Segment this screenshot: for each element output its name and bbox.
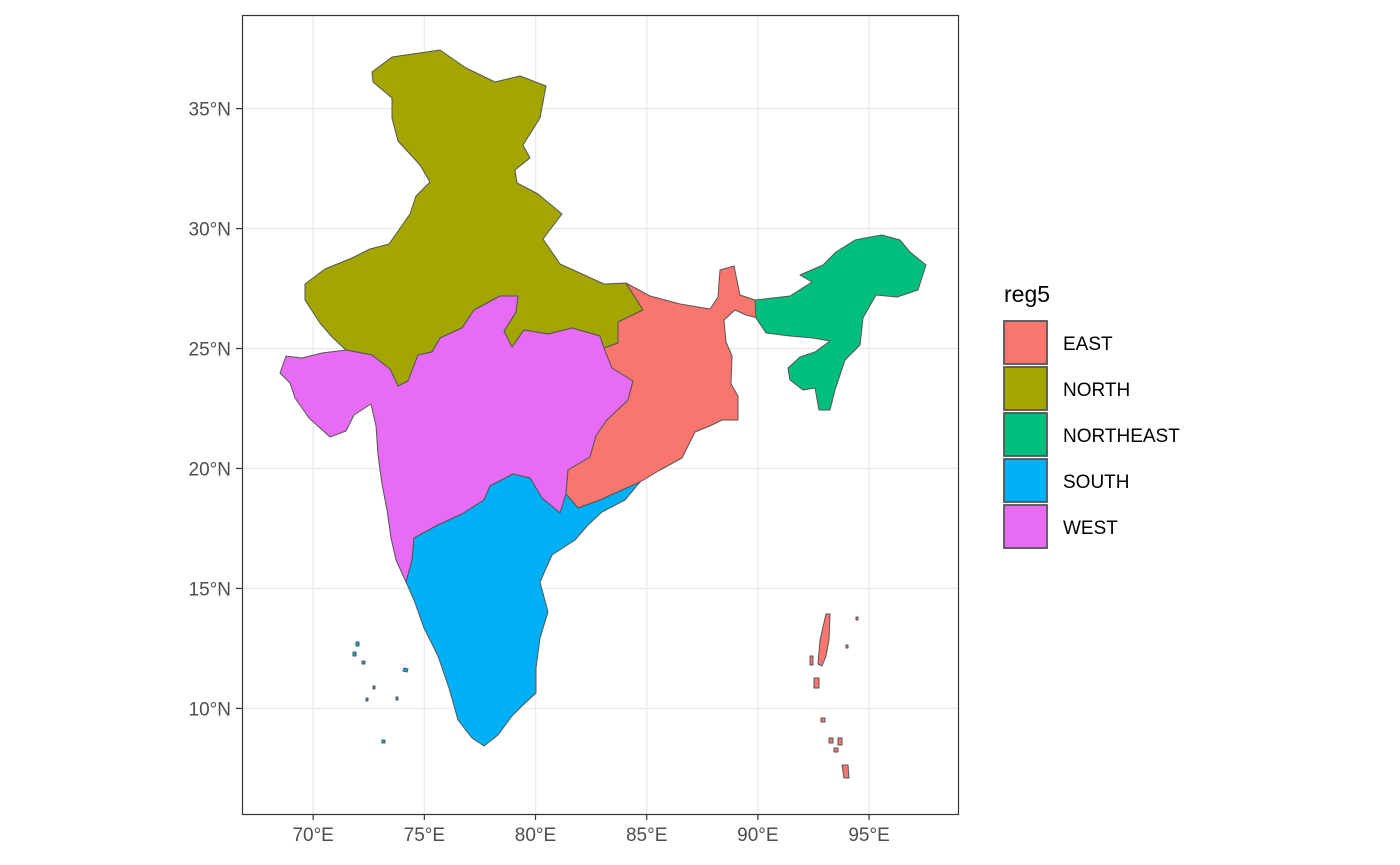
region-east[interactable] [565,265,759,509]
legend-key-north [1003,366,1048,411]
legend-label-northeast: NORTHEAST [1063,426,1180,447]
region-northeast[interactable] [754,234,927,411]
legend-label-east: EAST [1063,334,1113,355]
x-tick-label: 70°E [292,825,333,846]
regions [279,49,927,779]
y-tick-label: 35°N [189,100,231,121]
legend-label-west: WEST [1063,518,1118,539]
legend-key-south [1003,458,1048,503]
legend-key-east [1003,320,1048,365]
y-tick-label: 25°N [189,340,231,361]
y-axis: 10°N 15°N 20°N 25°N 30°N 35°N [189,100,242,720]
x-tick-label: 75°E [404,825,445,846]
legend-key-northeast [1003,412,1048,457]
x-tick-label: 85°E [626,825,667,846]
x-tick-label: 80°E [515,825,556,846]
x-tick-label: 90°E [737,825,778,846]
legend-label-north: NORTH [1063,380,1130,401]
island-andaman-nicobar [809,613,859,779]
x-axis: 70°E 75°E 80°E 85°E 90°E 95°E [292,814,890,846]
x-tick-label: 95°E [848,825,889,846]
y-tick-label: 10°N [189,699,231,720]
legend-title: reg5 [1004,281,1050,307]
y-tick-label: 15°N [189,579,231,600]
legend-key-west [1003,504,1048,549]
region-south[interactable] [405,473,641,747]
island-lakshadweep [352,641,409,744]
y-tick-label: 20°N [189,459,231,480]
panel-border [241,14,960,816]
legend-label-south: SOUTH [1063,472,1130,493]
y-tick-label: 30°N [189,220,231,241]
legend: reg5 EAST NORTH NORTHEAST SOUTH WEST [1003,281,1180,549]
